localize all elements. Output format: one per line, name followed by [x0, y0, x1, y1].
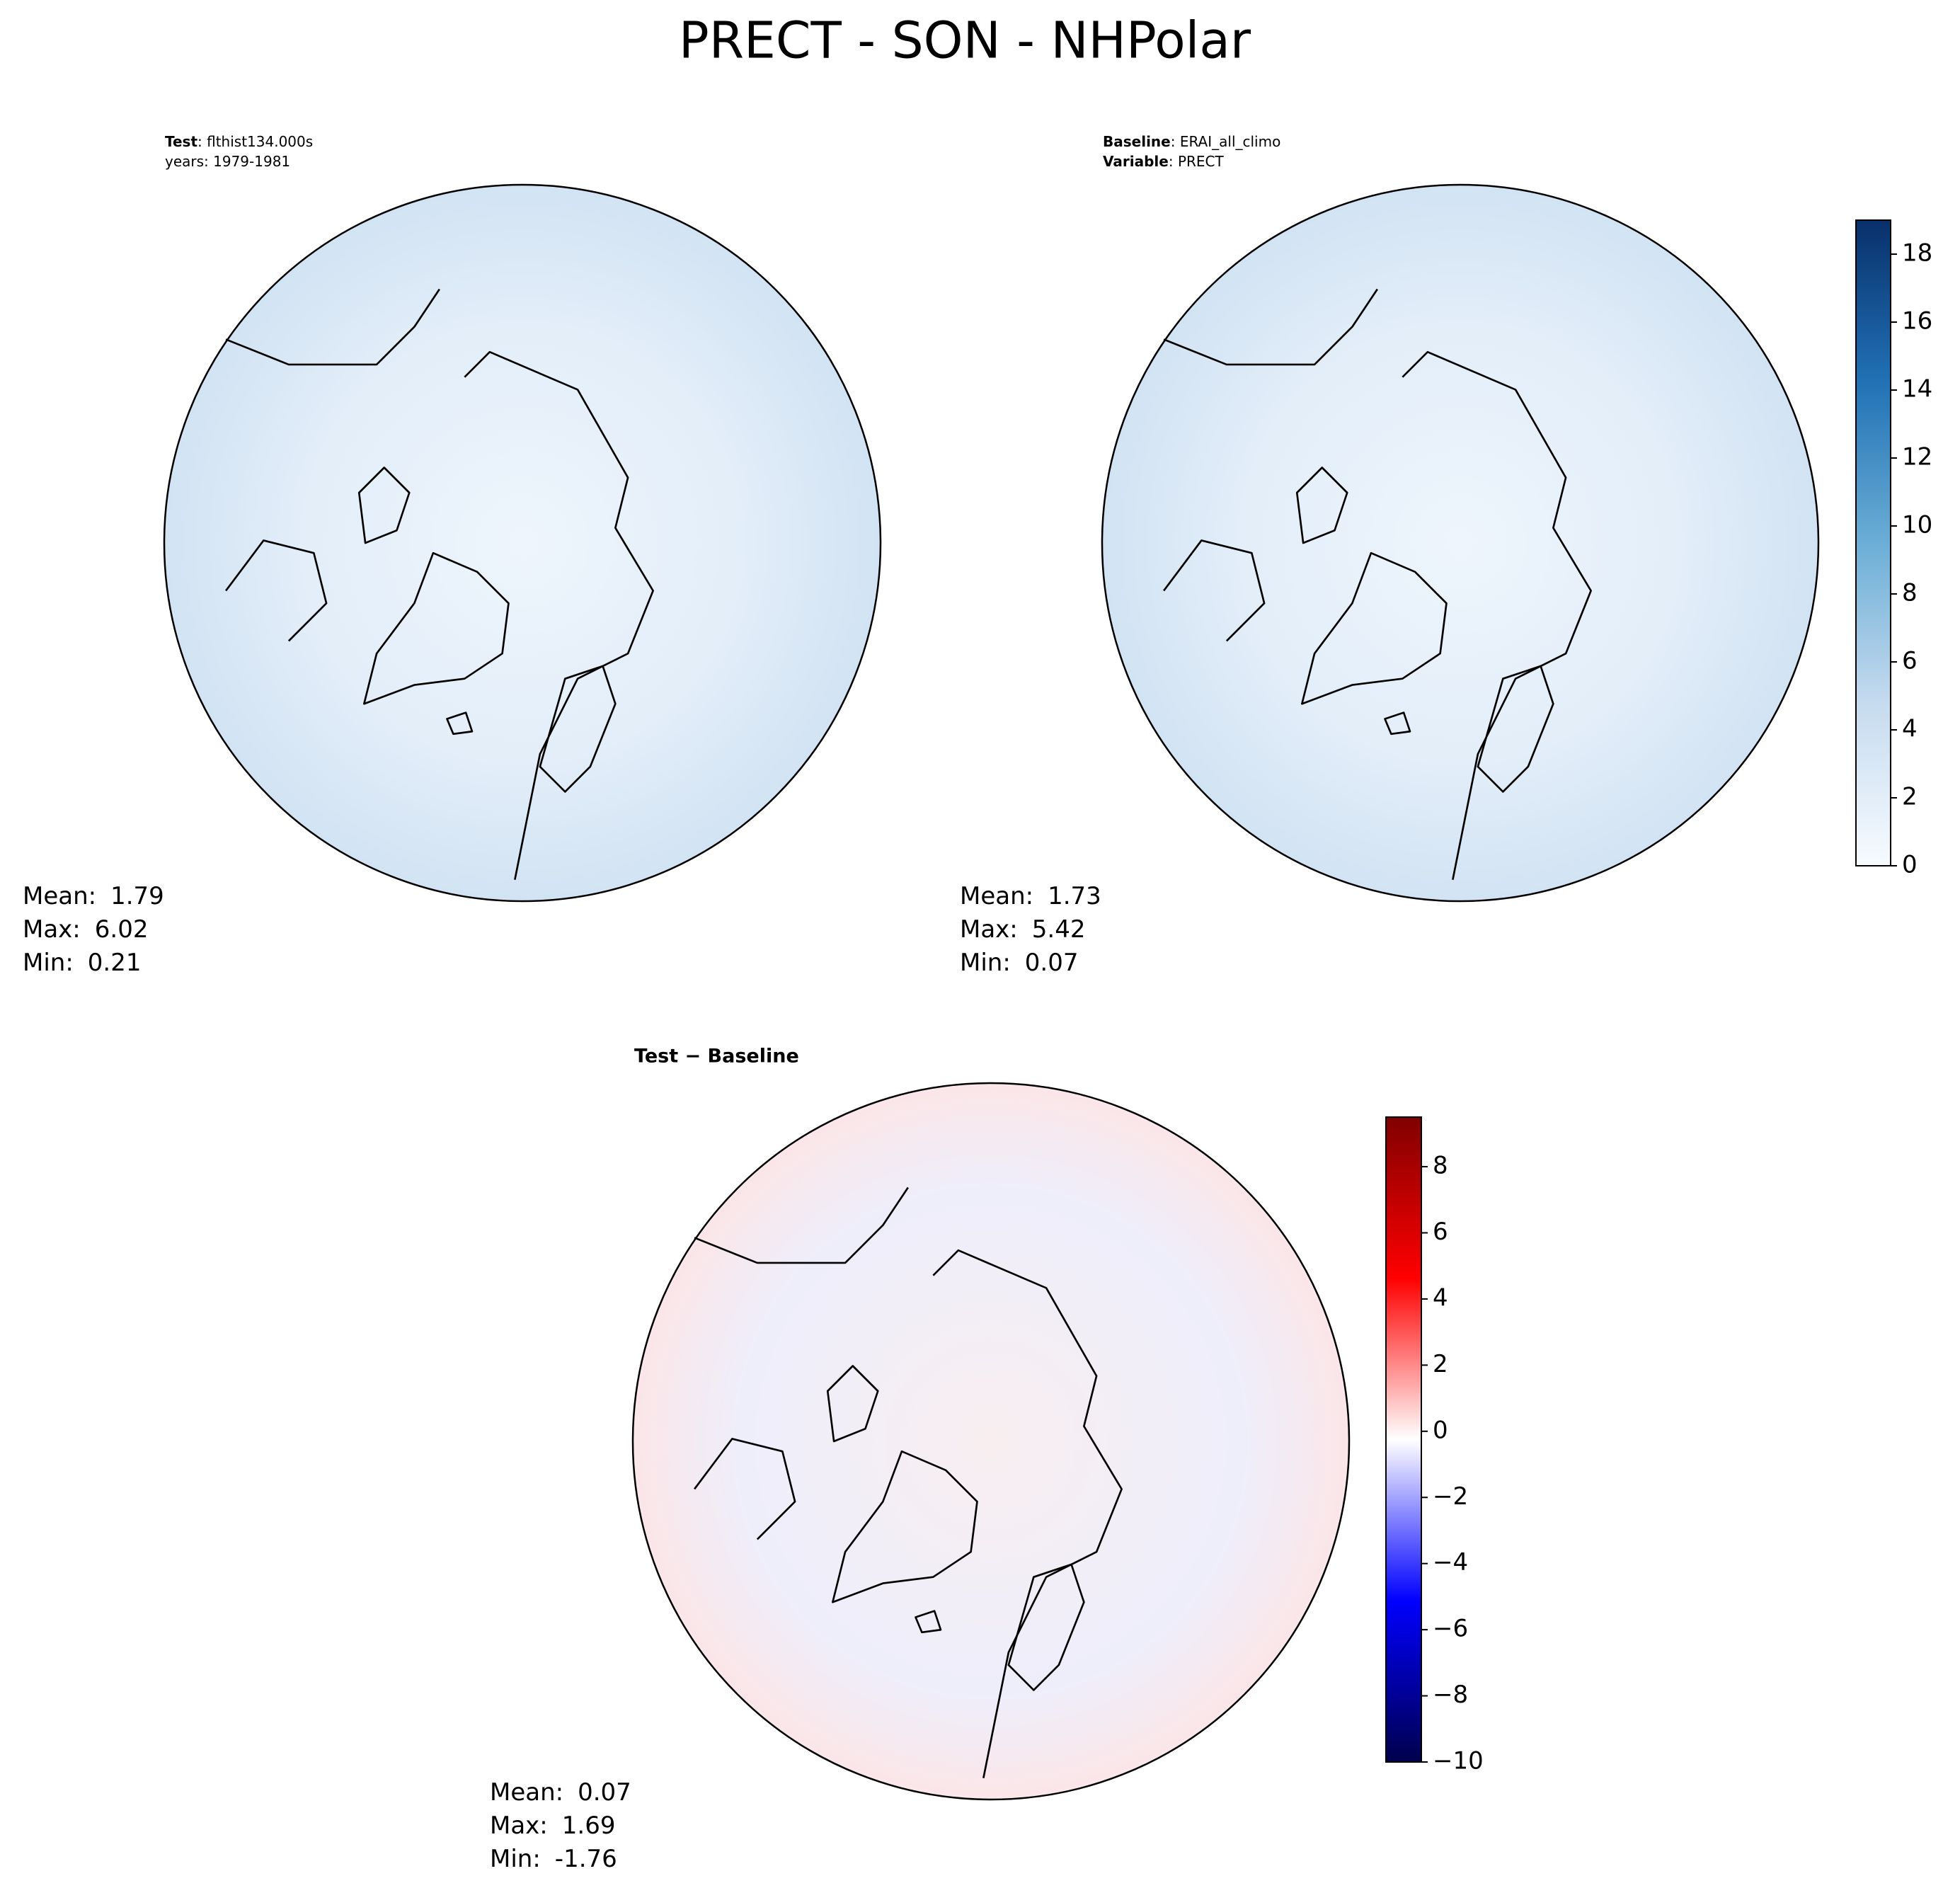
- colorbar-tick-label: 4: [1902, 715, 1918, 743]
- stat-label: Max:: [23, 915, 81, 944]
- stat-value: -1.76: [555, 1845, 617, 1873]
- map-panel: [1101, 183, 1820, 903]
- stat-line: Mean: 0.07: [490, 1778, 631, 1807]
- stat-line: Max: 1.69: [490, 1812, 615, 1840]
- colorbar-tick-label: −6: [1433, 1615, 1468, 1643]
- stat-label: Max:: [960, 915, 1018, 944]
- panel-title: Test − Baseline: [634, 1046, 799, 1068]
- colorbar-tick-label: 2: [1433, 1350, 1448, 1378]
- colorbar-tick-label: 16: [1902, 307, 1932, 336]
- stat-line: Max: 6.02: [23, 915, 148, 944]
- panel-header: Variable: PRECT: [1103, 153, 1224, 170]
- stat-line: Min: -1.76: [490, 1845, 617, 1873]
- colorbar-tick-label: 8: [1902, 579, 1918, 607]
- colorbar-tick-label: 0: [1433, 1416, 1448, 1444]
- map-panel: [163, 183, 882, 903]
- stat-value: 0.07: [1025, 949, 1079, 977]
- stat-label: Mean:: [960, 882, 1033, 910]
- stat-line: Mean: 1.79: [23, 882, 164, 910]
- map-panel: [631, 1082, 1351, 1801]
- colorbar-tick-label: 6: [1433, 1218, 1448, 1246]
- colorbar-tick-label: 8: [1433, 1152, 1448, 1180]
- stat-value: 0.07: [578, 1778, 631, 1807]
- colorbar-tick-label: 12: [1902, 443, 1932, 471]
- colorbar-fill: [1385, 1116, 1422, 1763]
- colorbar-tick-label: 14: [1902, 375, 1932, 404]
- colorbar-fill: [1855, 219, 1891, 866]
- header-text: : ERAI_all_climo: [1171, 133, 1281, 150]
- stat-label: Mean:: [23, 882, 96, 910]
- panel-header: years: 1979-1981: [165, 153, 290, 170]
- colorbar-tick-label: 0: [1902, 851, 1918, 879]
- panel-header: Test: flthist134.000s: [165, 133, 313, 150]
- stat-label: Min:: [23, 949, 74, 977]
- colorbar-tick-label: −8: [1433, 1681, 1468, 1709]
- header-text: : flthist134.000s: [197, 133, 313, 150]
- colorbar-tick-label: 6: [1902, 647, 1918, 675]
- stat-value: 5.42: [1032, 915, 1086, 944]
- stat-label: Min:: [490, 1845, 541, 1873]
- header-text: years: 1979-1981: [165, 153, 290, 170]
- header-key: Test: [165, 133, 197, 150]
- stat-label: Max:: [490, 1812, 548, 1840]
- stat-value: 1.79: [110, 882, 164, 910]
- header-text: : PRECT: [1169, 153, 1225, 170]
- panel-header: Baseline: ERAI_all_climo: [1103, 133, 1280, 150]
- stat-value: 1.73: [1048, 882, 1101, 910]
- colorbar-tick-label: 10: [1902, 511, 1932, 539]
- stat-label: Mean:: [490, 1778, 563, 1807]
- header-key: Variable: [1103, 153, 1169, 170]
- colorbar-tick-label: −10: [1433, 1747, 1484, 1775]
- stat-line: Min: 0.21: [23, 949, 142, 977]
- colorbar-tick-label: 2: [1902, 783, 1918, 811]
- stat-value: 6.02: [95, 915, 149, 944]
- colorbar: 0 2 4 6 8 10 12 14 16 18: [1855, 219, 1932, 879]
- figure-title: PRECT - SON - NHPolar: [679, 11, 1251, 70]
- colorbar-tick-label: 18: [1902, 239, 1932, 268]
- stat-value: 0.21: [88, 949, 142, 977]
- colorbar: −10 −8 −6 −4 −2 0 2 4 6 8: [1385, 1116, 1484, 1775]
- colorbar-tick-label: −2: [1433, 1482, 1468, 1511]
- stat-label: Min:: [960, 949, 1011, 977]
- colorbar-tick-label: 4: [1433, 1283, 1448, 1312]
- stat-value: 1.69: [562, 1812, 616, 1840]
- header-key: Baseline: [1103, 133, 1171, 150]
- colorbar-tick-label: −4: [1433, 1548, 1468, 1577]
- stat-line: Max: 5.42: [960, 915, 1085, 944]
- stat-line: Min: 0.07: [960, 949, 1079, 977]
- stat-line: Mean: 1.73: [960, 882, 1101, 910]
